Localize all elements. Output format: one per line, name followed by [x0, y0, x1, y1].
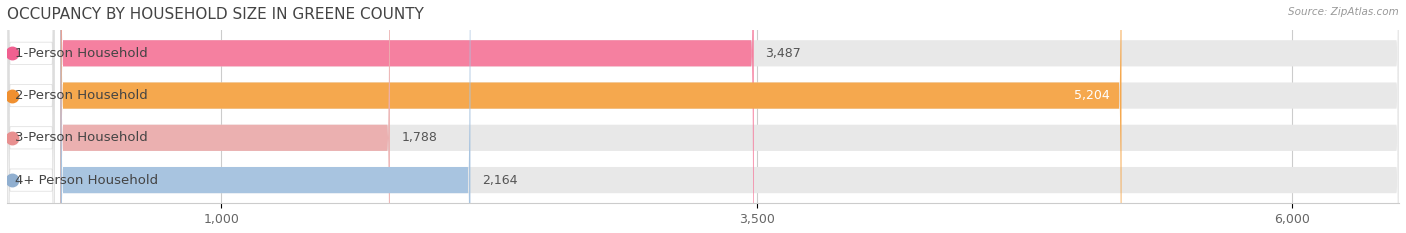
Text: 5,204: 5,204 [1074, 89, 1109, 102]
FancyBboxPatch shape [60, 0, 1399, 233]
FancyBboxPatch shape [60, 0, 1399, 233]
FancyBboxPatch shape [60, 0, 471, 233]
FancyBboxPatch shape [8, 0, 53, 233]
Text: 2,164: 2,164 [482, 174, 517, 187]
Text: Source: ZipAtlas.com: Source: ZipAtlas.com [1288, 7, 1399, 17]
FancyBboxPatch shape [8, 0, 53, 233]
Text: 4+ Person Household: 4+ Person Household [15, 174, 159, 187]
Text: 1-Person Household: 1-Person Household [15, 47, 148, 60]
FancyBboxPatch shape [60, 0, 1399, 233]
FancyBboxPatch shape [8, 0, 53, 233]
Text: 1,788: 1,788 [402, 131, 437, 144]
FancyBboxPatch shape [60, 0, 1122, 233]
Text: 3,487: 3,487 [765, 47, 801, 60]
FancyBboxPatch shape [60, 0, 389, 233]
FancyBboxPatch shape [60, 0, 1399, 233]
Text: 2-Person Household: 2-Person Household [15, 89, 148, 102]
FancyBboxPatch shape [60, 0, 754, 233]
FancyBboxPatch shape [8, 0, 53, 233]
Text: OCCUPANCY BY HOUSEHOLD SIZE IN GREENE COUNTY: OCCUPANCY BY HOUSEHOLD SIZE IN GREENE CO… [7, 7, 423, 22]
Text: 3-Person Household: 3-Person Household [15, 131, 148, 144]
